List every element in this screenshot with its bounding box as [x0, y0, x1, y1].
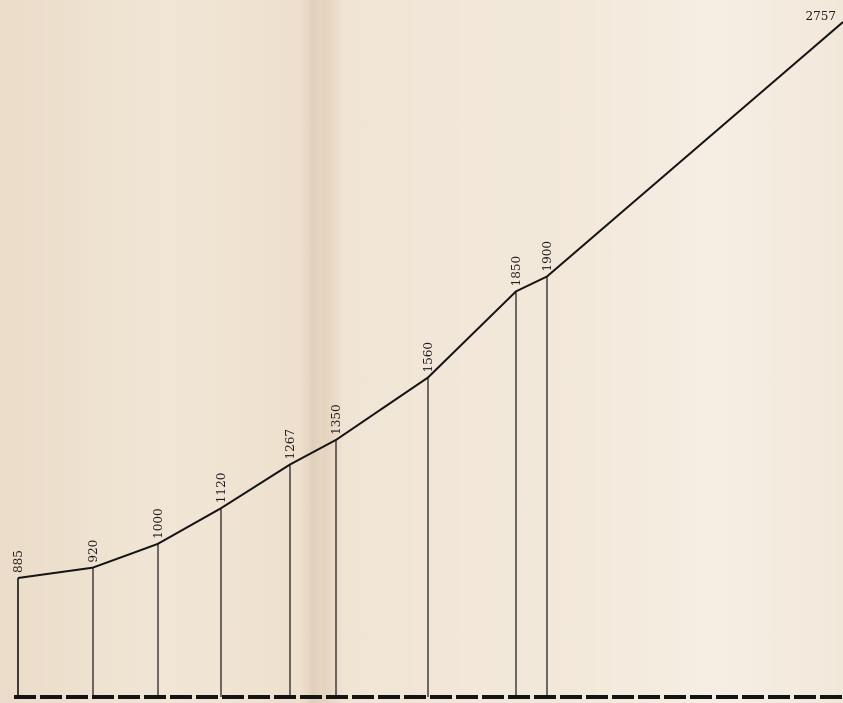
elevation-label-1350: 1350: [329, 404, 343, 435]
elevation-label-2757: 2757: [805, 9, 836, 23]
elevation-label-1267: 1267: [283, 429, 297, 460]
elevation-label-920: 920: [86, 540, 100, 563]
elevation-labels: 885 920 1000 1120 1267 1350 1560 1850 1900 2757: [11, 9, 836, 573]
elevation-label-1900: 1900: [540, 241, 554, 272]
elevation-profile-line: [17, 21, 843, 579]
elevation-label-1560: 1560: [421, 342, 435, 373]
page-fold: [300, 0, 322, 703]
elevation-label-1850: 1850: [509, 256, 523, 287]
vertical-drop-lines: [17, 276, 548, 697]
elevation-label-1000: 1000: [151, 508, 165, 539]
elevation-label-885: 885: [11, 550, 25, 573]
elevation-label-1120: 1120: [214, 473, 228, 504]
